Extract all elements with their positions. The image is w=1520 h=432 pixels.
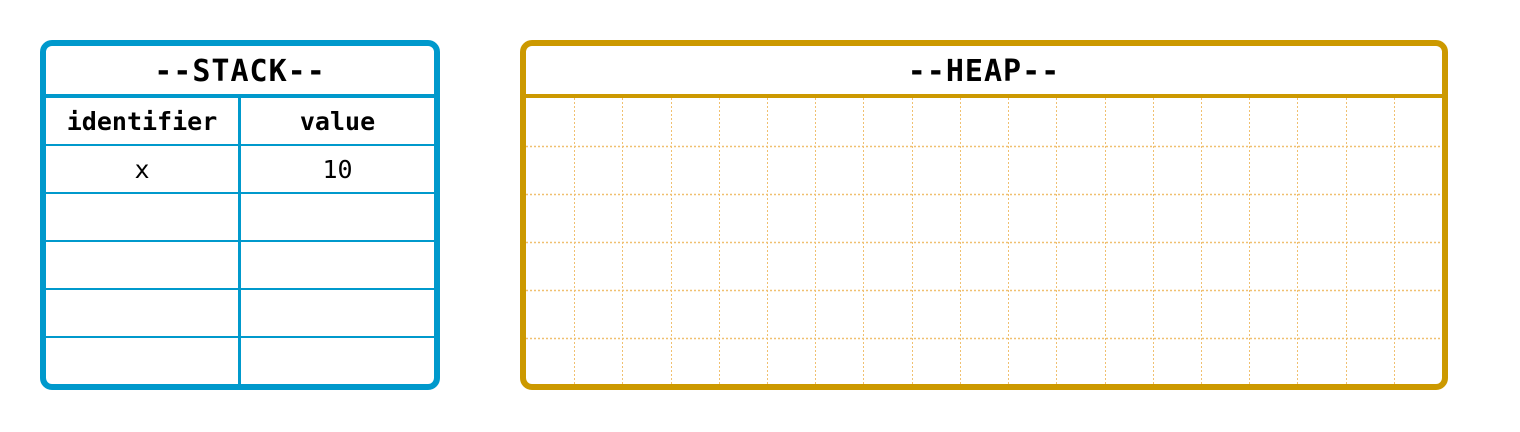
stack-row-value (241, 338, 434, 384)
stack-row-value (241, 290, 434, 338)
heap-grid-lines (526, 98, 1442, 384)
stack-row-identifier (46, 290, 241, 338)
stack-row-value: 10 (241, 146, 434, 194)
stack-row-identifier: x (46, 146, 241, 194)
heap-grid (526, 98, 1442, 384)
heap-title: --HEAP-- (526, 46, 1442, 98)
stack-row-identifier (46, 338, 241, 384)
stack-table: identifier value x 10 (46, 98, 434, 384)
stack-header-identifier: identifier (46, 98, 241, 146)
stack-header-value: value (241, 98, 434, 146)
stack-row-identifier (46, 242, 241, 290)
stack-row-value (241, 242, 434, 290)
heap-panel: --HEAP-- (520, 40, 1448, 390)
stack-row-identifier (46, 194, 241, 242)
stack-panel: --STACK-- identifier value x 10 (40, 40, 440, 390)
stack-title: --STACK-- (46, 46, 434, 98)
stack-row-value (241, 194, 434, 242)
